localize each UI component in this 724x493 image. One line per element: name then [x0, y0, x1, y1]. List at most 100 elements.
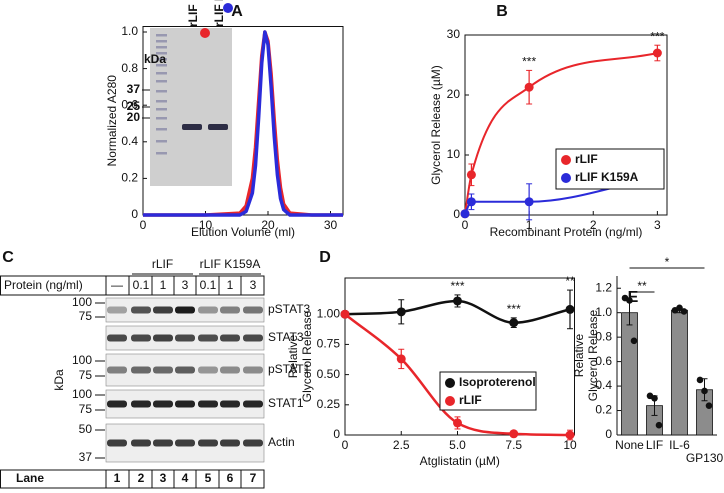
blot-band: [131, 400, 151, 408]
group-label: rLIF: [152, 257, 173, 271]
legend-label: rLIF: [459, 393, 482, 407]
significance: *: [665, 255, 670, 269]
data-point: [460, 209, 470, 219]
x-tick-label: 2.5: [393, 438, 410, 452]
bar: [671, 309, 688, 436]
gel-marker-label: 20: [127, 110, 141, 124]
panel-letter: C: [2, 249, 14, 266]
gel-marker-label: 37: [127, 82, 141, 96]
marker-label: 75: [79, 368, 93, 382]
concentration: 3: [250, 278, 257, 292]
significance: ***: [650, 29, 664, 43]
data-point: [466, 197, 476, 207]
blot-band: [198, 306, 218, 314]
replicate-point: [696, 376, 704, 384]
blot-band: [107, 334, 127, 342]
x-tick-label: 30: [324, 218, 338, 232]
lane-color-dot: [200, 28, 210, 38]
data-point: [509, 429, 519, 439]
legend-swatch: [445, 378, 455, 388]
blot-band: [153, 439, 173, 447]
ladder-band: [156, 117, 167, 120]
significance: **: [565, 274, 575, 288]
replicate-point: [676, 304, 683, 312]
blot-band: [175, 400, 195, 408]
concentration: 3: [182, 278, 189, 292]
y-axis-label: Normalized A280: [105, 75, 119, 167]
bar: [621, 312, 638, 436]
header-row: [0, 275, 265, 296]
y-tick-label: 0.4: [121, 134, 138, 148]
blot-band: [175, 366, 195, 374]
ladder-band: [156, 108, 167, 111]
lane-row: [0, 469, 265, 489]
replicate-point: [680, 308, 688, 315]
significance: ***: [522, 55, 536, 69]
ladder-band: [156, 58, 167, 61]
y-tick-label: 1.0: [595, 305, 612, 319]
y-tick-label: 0: [333, 427, 340, 441]
ladder-band: [156, 100, 167, 103]
blot-band: [175, 306, 195, 314]
ladder-band: [156, 90, 167, 93]
gel-band: [208, 124, 228, 130]
y-tick-label: 1.00: [317, 306, 341, 320]
panel-letter: E: [628, 289, 639, 306]
y-tick-label: 0.25: [317, 397, 341, 411]
x-axis-label: Atglistatin (µM): [420, 454, 500, 468]
ladder-band: [156, 52, 167, 55]
replicate-point: [655, 421, 663, 429]
data-point: [453, 296, 462, 306]
y-tick-label: 1.0: [121, 24, 138, 38]
series-line: [143, 30, 343, 217]
significance: ***: [450, 279, 464, 293]
x-axis-label: Elution Volume (ml): [191, 225, 295, 239]
blot-band: [175, 439, 195, 447]
blot-band: [198, 400, 218, 408]
x-tick-label: 2: [590, 218, 597, 232]
legend-label: rLIF K159A: [575, 170, 639, 184]
row-label: STAT3: [268, 330, 304, 344]
y-axis-label: Glycerol Release: [586, 309, 600, 401]
marker-label: 100: [72, 353, 92, 367]
header-label: Protein (ng/ml): [4, 278, 83, 292]
ladder-band: [156, 34, 167, 37]
row-label: pSTAT3: [268, 302, 311, 316]
y-tick-label: 0.6: [121, 97, 138, 111]
data-point: [524, 82, 534, 92]
blot-band: [220, 439, 240, 447]
x-tick-label: 10: [563, 438, 577, 452]
ladder-band: [156, 64, 167, 67]
y-axis-label: Glycerol Release (µM): [429, 65, 443, 185]
y-tick-label: 0.8: [595, 329, 612, 343]
series-line: [464, 52, 658, 214]
blot-band: [220, 306, 240, 314]
legend-swatch: [561, 155, 571, 165]
gel-lane-label: rLIF K159A: [212, 0, 226, 27]
x-tick-label: None: [615, 438, 644, 452]
y-tick-label: 0: [453, 207, 460, 221]
blot-band: [153, 306, 173, 314]
significance: **: [637, 279, 647, 293]
x-tick-label: LIF: [646, 438, 663, 452]
blot-band: [131, 334, 151, 342]
concentration: 1: [227, 278, 234, 292]
row-label: STAT1: [268, 396, 304, 410]
lane-color-dot: [223, 3, 233, 13]
replicate-point: [626, 297, 633, 304]
blot-band: [243, 306, 263, 314]
blot-band: [107, 439, 127, 447]
blot-band: [243, 366, 263, 374]
x-tick-label: 1: [526, 218, 533, 232]
x-tick-label: 0: [462, 218, 469, 232]
lane-number: 2: [138, 471, 145, 485]
y-tick-label: 0: [605, 427, 612, 441]
blot-band: [107, 306, 127, 314]
plot-frame: [464, 34, 668, 216]
marker-label: 75: [79, 402, 93, 416]
ladder-band: [156, 140, 167, 143]
y-tick-label: 0.4: [595, 378, 612, 392]
legend-box: [555, 148, 665, 190]
x-axis-label: Recombinant Protein (ng/ml): [490, 225, 643, 239]
